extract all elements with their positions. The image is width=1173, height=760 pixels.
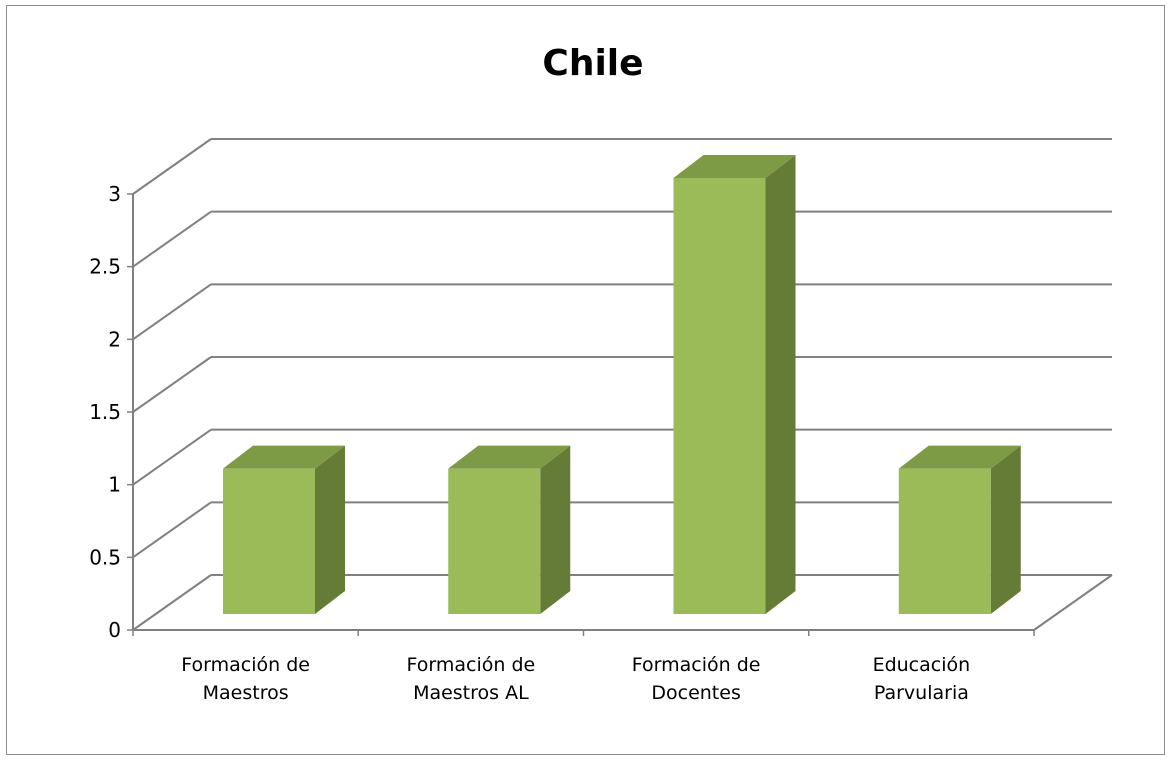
gridline-depth	[132, 138, 212, 195]
bar-side	[990, 445, 1021, 614]
floor-edge	[1033, 574, 1113, 631]
y-tick-label: 1	[108, 473, 121, 497]
y-tick-label: 2.5	[89, 255, 121, 279]
gridline-depth	[132, 574, 212, 631]
y-tick-label: 0	[108, 618, 121, 642]
bar-side	[540, 445, 571, 614]
x-category-label: Maestros AL	[413, 682, 529, 704]
bar-side	[315, 445, 345, 614]
gridlines	[132, 138, 1112, 631]
x-category-label: Formación de	[181, 654, 310, 676]
y-tick-label: 3	[108, 182, 121, 206]
bar	[673, 155, 796, 614]
y-tick-label: 2	[108, 327, 121, 351]
gridline-depth	[132, 356, 212, 413]
x-category-label: Formación de	[632, 654, 761, 676]
bar-front	[673, 178, 766, 614]
bar-front	[898, 468, 991, 614]
bar	[898, 445, 1021, 614]
y-tick-label: 0.5	[89, 545, 121, 569]
y-tick-label: 1.5	[89, 400, 121, 424]
bar-top	[673, 155, 796, 178]
axes	[127, 193, 1113, 636]
chart-title: Chile	[542, 43, 643, 84]
bar	[223, 445, 345, 614]
gridline-depth	[132, 501, 212, 559]
y-axis-tick-labels: 0 0.5 1 1.5 2 2.5 3	[89, 182, 121, 642]
gridline-depth	[132, 428, 212, 486]
x-axis-category-labels: Formación de Maestros Formación de Maestros…	[181, 654, 970, 704]
bar-side	[765, 155, 796, 614]
x-category-label: Educación	[873, 654, 971, 676]
bar-top	[223, 445, 345, 469]
x-category-label: Docentes	[651, 682, 740, 704]
bar-top	[448, 445, 571, 469]
bar-top	[898, 445, 1021, 469]
bar-front	[448, 468, 541, 614]
x-category-label: Parvularia	[874, 682, 969, 704]
x-category-label: Maestros	[203, 682, 289, 704]
gridline-depth	[132, 210, 212, 268]
gridline-depth	[132, 283, 212, 341]
bars	[223, 155, 1021, 614]
bar	[448, 445, 571, 614]
bar-front	[223, 468, 315, 614]
x-category-label: Formación de	[407, 654, 536, 676]
